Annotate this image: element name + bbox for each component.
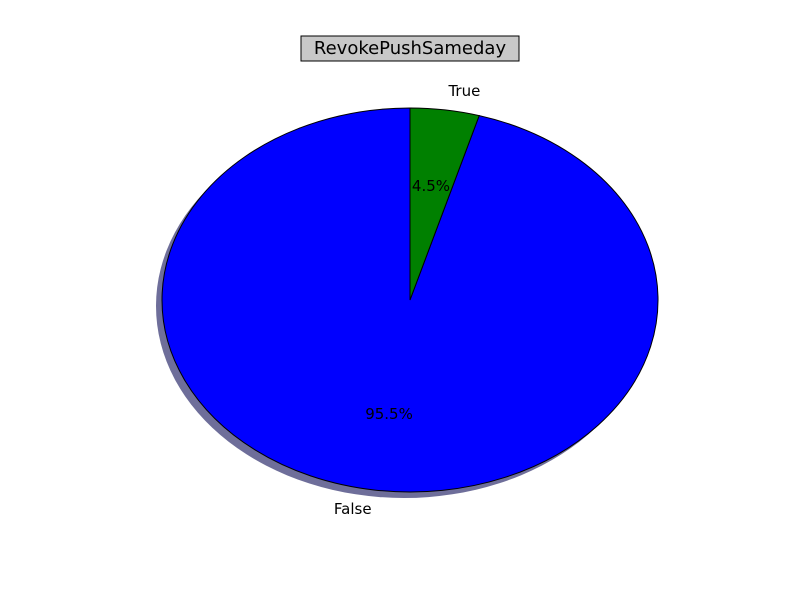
pie-percent-label-true: 4.5% (412, 177, 450, 195)
pie-percent-label-false: 95.5% (365, 405, 413, 423)
pie-labels: False 95.5% True 4.5% (334, 82, 480, 518)
pie-slice-label-false: False (334, 500, 372, 518)
pie-slice-true (409, 107, 480, 301)
chart-title-group: RevokePushSameday (300, 35, 520, 62)
pie-slices (161, 107, 659, 493)
chart-title-box (300, 35, 520, 62)
chart-title: RevokePushSameday (314, 38, 507, 59)
pie-slice-label-true: True (447, 82, 480, 100)
